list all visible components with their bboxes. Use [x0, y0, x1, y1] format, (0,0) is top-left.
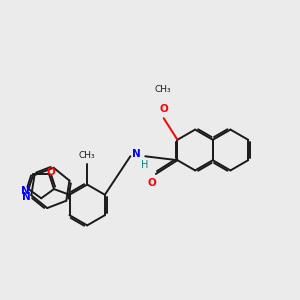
Text: O: O — [148, 178, 156, 188]
Text: CH₃: CH₃ — [79, 151, 95, 160]
Text: N: N — [22, 192, 31, 202]
Text: O: O — [47, 167, 56, 177]
Text: O: O — [159, 104, 168, 114]
Text: N: N — [132, 149, 141, 159]
Text: H: H — [141, 160, 148, 170]
Text: N: N — [21, 186, 30, 196]
Text: CH₃: CH₃ — [154, 85, 171, 94]
